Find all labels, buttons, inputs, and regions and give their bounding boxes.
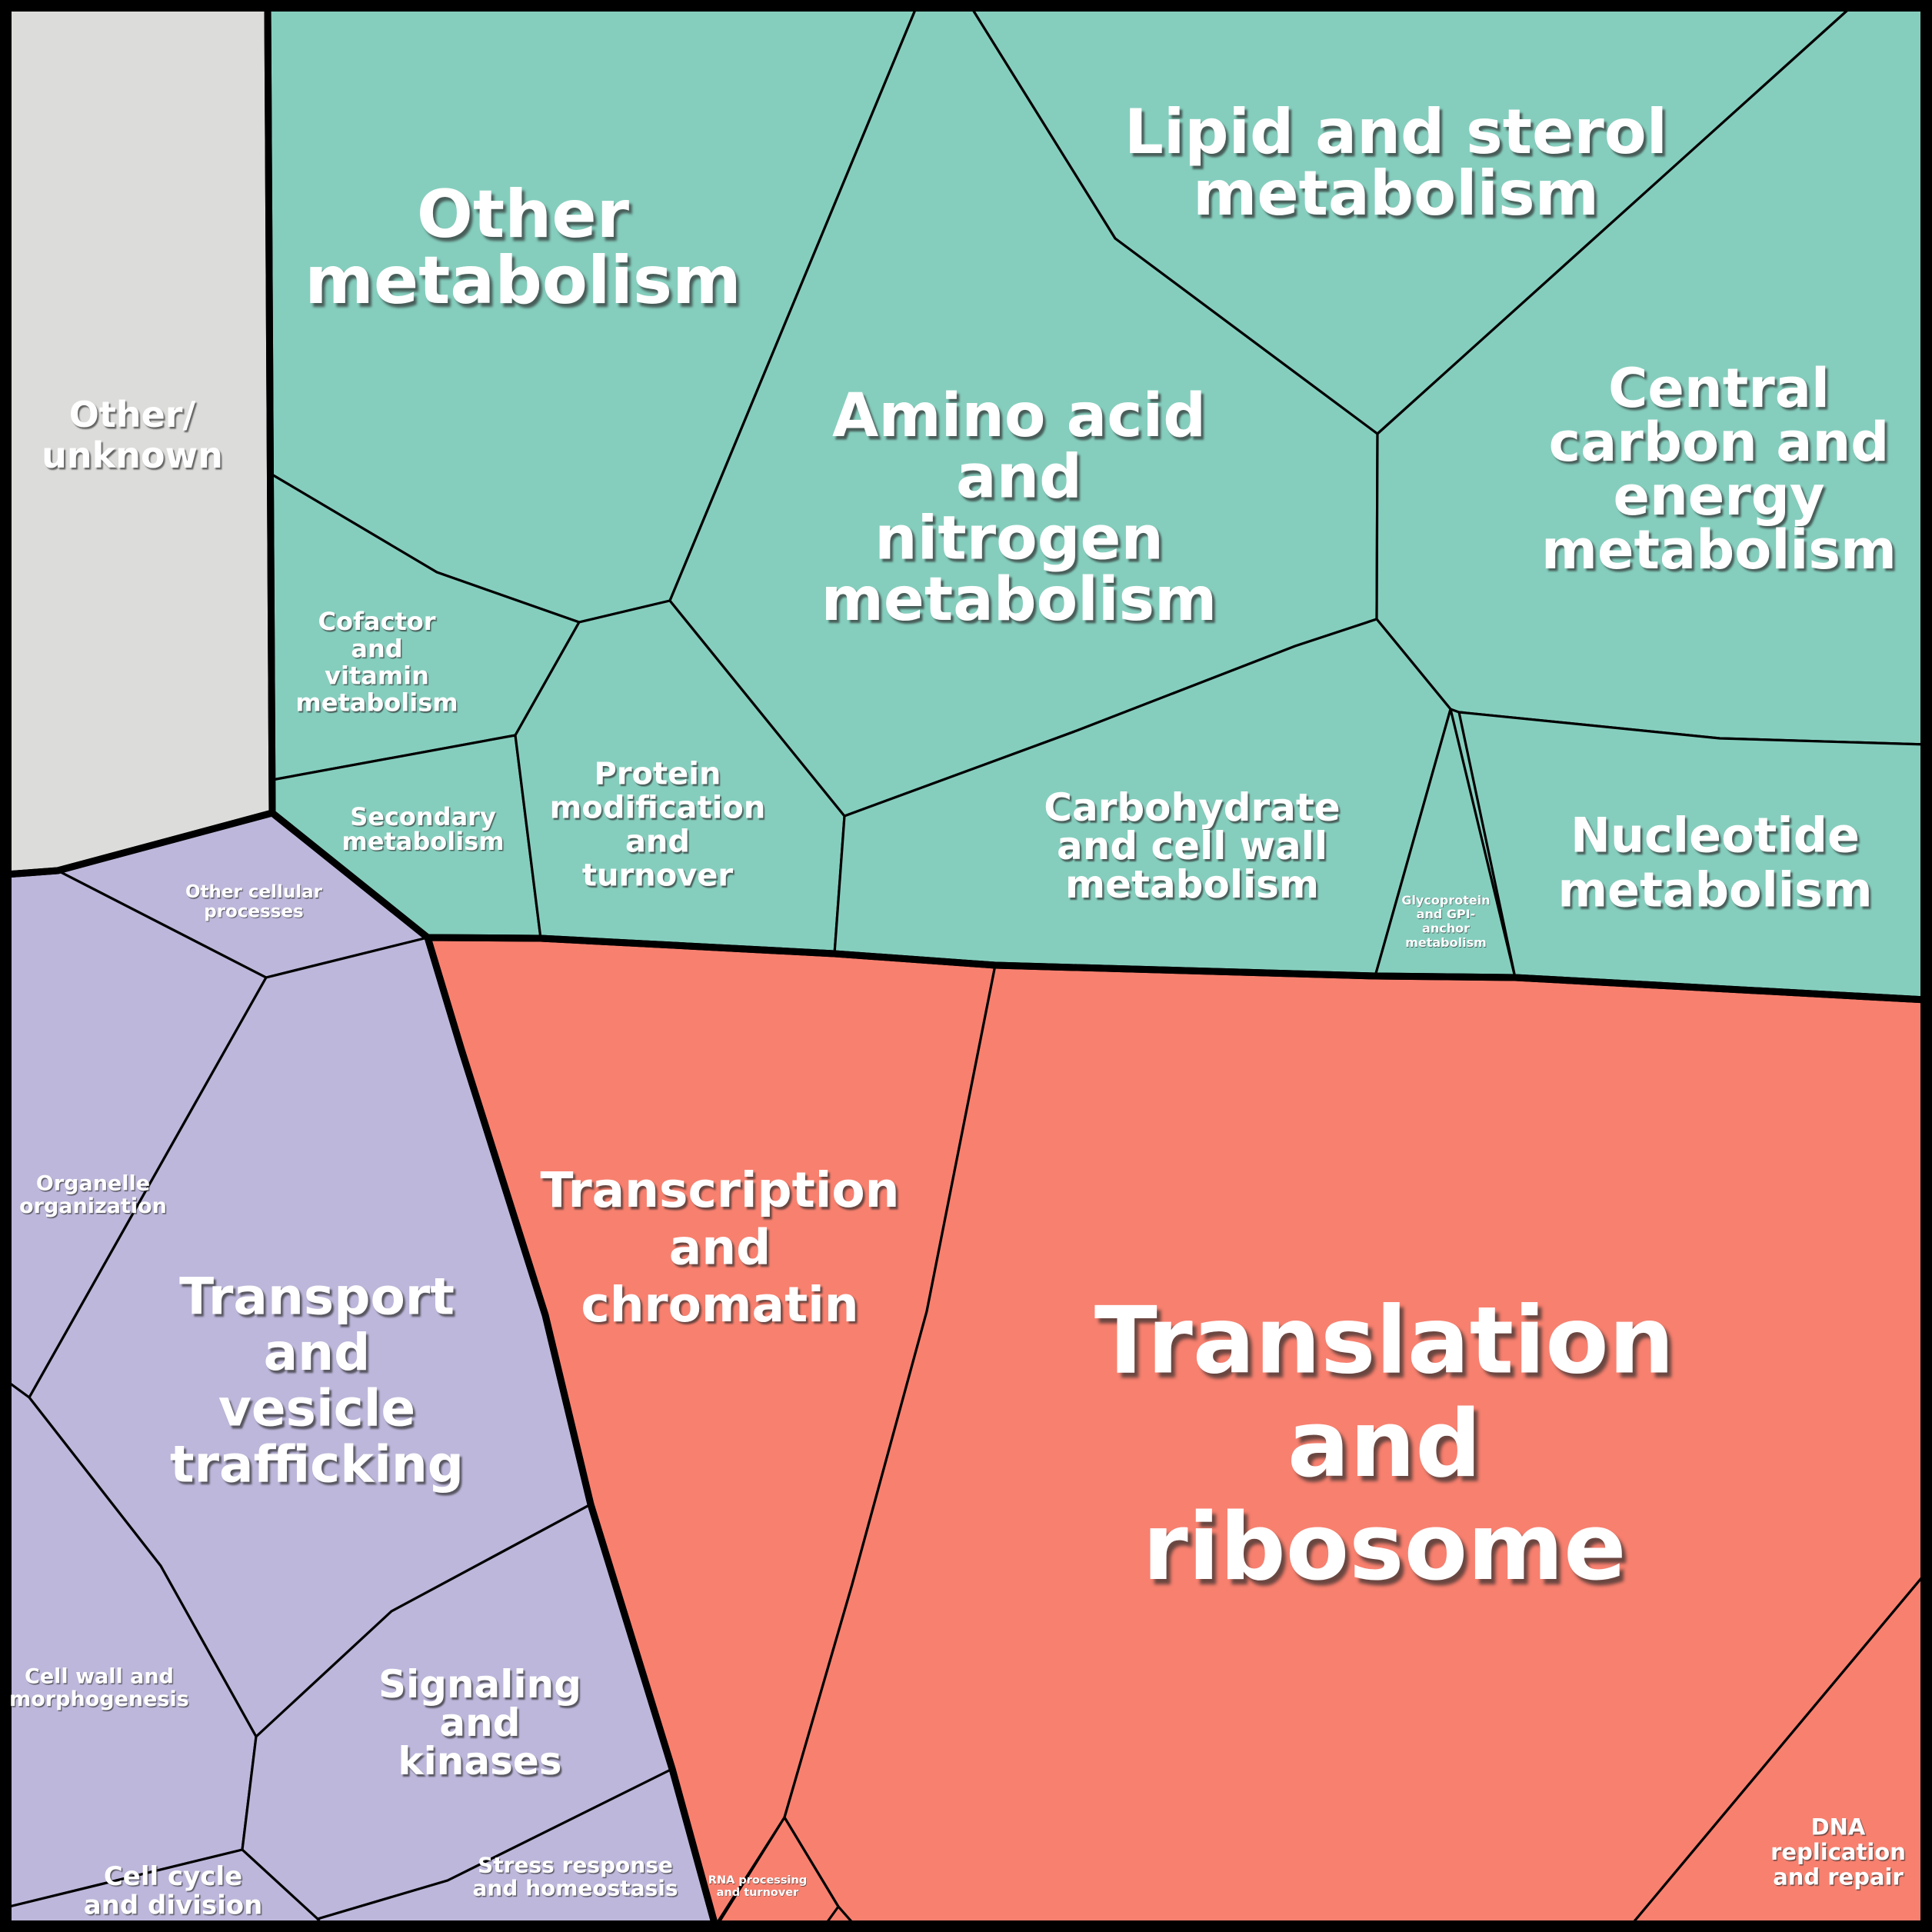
label-glycoprotein-gpi: Glycoprotein and GPI-anchor metabolism [1401,893,1490,950]
label-amino-acid-nitrogen: Amino acid and nitrogen metabolism [821,381,1217,635]
label-other-metabolism: Other metabolism [305,176,741,319]
label-rna-processing: RNA processing and turnover [708,1874,807,1899]
label-organelle-organization: Organelle organization [19,1171,167,1218]
label-other-unknown: Other/unknown [42,394,223,476]
cell-layer [5,5,1927,1927]
label-cellcycle-division: Cell cycle and division [84,1861,263,1920]
label-layer: Other/unknown Other metabolism Cofactor and v… [9,96,1906,1920]
label-cellwall-morphogenesis: Cell wall and morphogenesis [9,1664,189,1711]
label-transport-vesicle: Transport and vesicle trafficking [170,1267,464,1494]
label-stress-homeostasis: Stress response and homeostasis [472,1853,678,1901]
label-protein-modification: Protein modification and turnover [550,757,766,894]
label-lipid-sterol: Lipid and sterol metabolism [1124,96,1667,229]
label-central-carbon-energy: Central carbon and energy metabolism [1541,357,1897,581]
label-cofactor-vitamin: Cofactor and vitamin metabolism [295,607,458,718]
label-signaling-kinases: Signaling and kinases [378,1662,581,1784]
label-dna-replication-repair: DNA replication and repair [1770,1814,1906,1890]
label-translation-ribosome: Translation and ribosome [1094,1287,1674,1601]
label-carbohydrate-cellwall: Carbohydrate and cell wall metabolism [1044,785,1340,907]
label-secondary-metabolism: Secondary metabolism [341,802,504,856]
label-other-cellular: Other cellular processes [185,882,323,921]
label-nucleotide-metabolism: Nucleotide metabolism [1557,807,1872,918]
label-transcription-chromatin: Transcription and chromatin [541,1162,900,1333]
